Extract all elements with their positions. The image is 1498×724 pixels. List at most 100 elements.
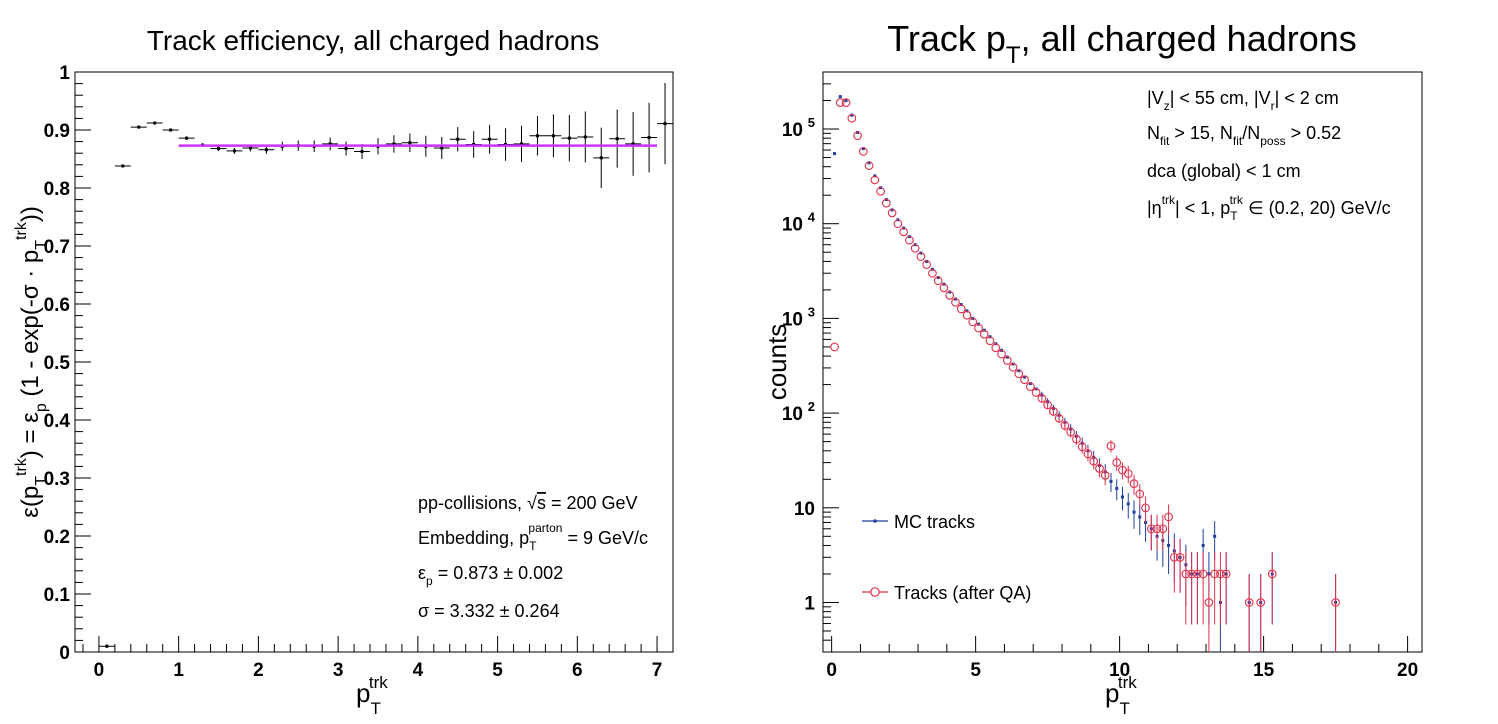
- efficiency-x-tick-label: 4: [413, 660, 424, 681]
- efficiency-x-label: pTtrk: [356, 673, 388, 718]
- efficiency-data-points: [98, 83, 673, 648]
- mc-track-point: [867, 161, 871, 165]
- qa-track-point: [1244, 573, 1254, 652]
- qa-track-point: [956, 304, 966, 314]
- qa-track-point: [945, 291, 955, 300]
- efficiency-annotation-sigma: σ = 3.332 ± 0.264: [418, 601, 560, 621]
- pt-data-points: [830, 95, 1340, 652]
- qa-track-point: [1187, 551, 1196, 625]
- mc-track-point: [850, 113, 854, 117]
- pt-x-axis: 0 5 10 15 20: [826, 636, 1418, 681]
- efficiency-y-tick-label: 0.9: [44, 121, 70, 142]
- qa-track-point: [1169, 538, 1179, 593]
- pt-annotation-eta: |ηtrk| < 1, pTtrk ∈ (0.2, 20) GeV/c: [1147, 193, 1391, 223]
- qa-track-point: [1054, 414, 1064, 423]
- qa-track-point: [991, 343, 1001, 353]
- efficiency-x-axis: 0 1 2 3 4 5 6 7: [82, 636, 674, 681]
- efficiency-point: [178, 136, 195, 140]
- efficiency-plot-frame: [74, 71, 674, 653]
- efficiency-point: [114, 164, 131, 168]
- legend-qa-marker: [870, 587, 880, 597]
- qa-track-point: [830, 342, 839, 352]
- efficiency-point: [226, 147, 243, 154]
- pt-y-tick-label: 10: [782, 120, 803, 141]
- qa-track-point: [916, 252, 926, 261]
- mc-track-point: [838, 95, 842, 99]
- qa-track-point: [893, 219, 903, 229]
- qa-track-point: [1181, 551, 1191, 625]
- efficiency-x-tick-label: 5: [492, 660, 503, 681]
- qa-track-point: [858, 147, 868, 156]
- qa-track-point: [1204, 573, 1214, 652]
- efficiency-point: [258, 145, 275, 154]
- qa-track-point: [1020, 375, 1029, 385]
- qa-track-point: [1002, 356, 1012, 365]
- pt-title: Track pT, all charged hadrons: [887, 18, 1357, 69]
- pt-y-tick-exponent: 2: [808, 399, 815, 414]
- efficiency-y-tick-label: 0.3: [44, 469, 70, 490]
- efficiency-point: [146, 121, 163, 125]
- mc-track-point: [1132, 500, 1136, 529]
- efficiency-point: [529, 116, 546, 156]
- efficiency-y-tick-label: 0.8: [44, 179, 70, 200]
- qa-track-point: [864, 161, 874, 171]
- pt-x-label: pTtrk: [1105, 673, 1137, 718]
- mc-track-point: [861, 147, 865, 151]
- efficiency-point: [593, 127, 610, 188]
- mc-track-point: [1109, 472, 1113, 493]
- efficiency-y-label: ε(pTtrk) = εp (1 - exp(-σ · pTtrk)): [13, 206, 50, 518]
- efficiency-point: [625, 112, 642, 176]
- pt-x-tick-label: 20: [1397, 660, 1418, 681]
- qa-track-point: [853, 131, 862, 141]
- efficiency-point: [657, 83, 673, 165]
- efficiency-point: [561, 114, 578, 162]
- mc-track-point: [1023, 375, 1027, 379]
- qa-track-point: [1158, 514, 1168, 551]
- pt-x-tick-label: 0: [826, 660, 837, 681]
- qa-track-point: [1037, 394, 1047, 403]
- pt-x-tick-label: 10: [1109, 660, 1130, 681]
- qa-track-point: [1112, 455, 1122, 471]
- qa-track-point: [974, 323, 983, 333]
- efficiency-point: [385, 135, 402, 153]
- qa-track-point: [1164, 504, 1173, 535]
- pt-x-tick-label: 5: [970, 660, 981, 681]
- efficiency-y-tick-label: 1: [59, 63, 70, 84]
- legend-qa-label: Tracks (after QA): [894, 583, 1031, 603]
- mc-track-point: [1167, 528, 1171, 574]
- mc-track-point: [1028, 382, 1032, 386]
- mc-track-point: [1121, 486, 1124, 511]
- mc-track-point: [844, 99, 848, 103]
- mc-track-point: [925, 259, 929, 263]
- mc-track-point: [953, 297, 957, 301]
- qa-track-point: [1031, 388, 1041, 397]
- efficiency-point: [322, 137, 339, 151]
- qa-track-point: [1331, 573, 1340, 652]
- qa-track-point: [876, 186, 885, 196]
- efficiency-point: [130, 125, 147, 129]
- qa-track-point: [870, 175, 880, 185]
- efficiency-y-tick-label: 0.7: [44, 237, 70, 258]
- mc-track-point: [1017, 369, 1021, 373]
- pt-y-tick-exponent: 3: [808, 304, 815, 319]
- qa-track-point: [922, 260, 932, 269]
- efficiency-point: [433, 136, 450, 159]
- mc-track-point: [1115, 479, 1119, 501]
- pt-y-label: counts: [762, 324, 792, 401]
- qa-track-point: [1129, 474, 1139, 495]
- qa-track-point: [985, 336, 995, 346]
- qa-track-point: [939, 283, 949, 293]
- efficiency-point: [641, 102, 658, 173]
- qa-track-point: [1083, 447, 1093, 462]
- efficiency-x-tick-label: 7: [652, 660, 663, 681]
- qa-track-point: [1198, 551, 1208, 625]
- pt-annotation-vertex: |Vz| < 55 cm, |Vr| < 2 cm: [1147, 88, 1339, 113]
- qa-track-point: [1146, 514, 1156, 551]
- efficiency-y-tick-label: 0.4: [44, 411, 71, 432]
- pt-y-tick-exponent: 4: [808, 210, 816, 225]
- pt-y-tick-label: 10: [782, 309, 803, 330]
- mc-track-point: [890, 208, 894, 212]
- efficiency-point: [449, 127, 466, 152]
- mc-track-point: [1138, 504, 1142, 535]
